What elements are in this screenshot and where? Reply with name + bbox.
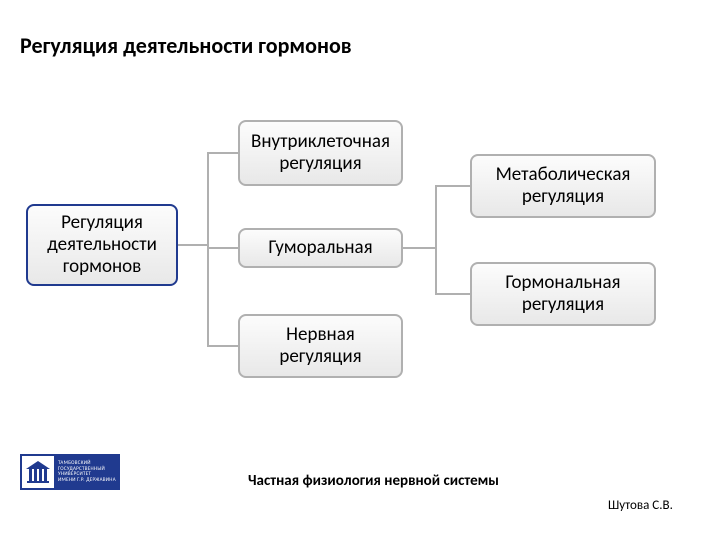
node-leaf2: Гормональная регуляция <box>470 262 656 326</box>
university-logo: ТАМБОВСКИЙГОСУДАРСТВЕННЫЙУНИВЕРСИТЕТИМЕН… <box>20 454 120 490</box>
node-mid3: Нервная регуляция <box>238 314 403 378</box>
building-icon <box>22 456 54 488</box>
footer-subtitle: Частная физиология нервной системы <box>248 472 499 490</box>
footer-author: Шутова С.В. <box>608 498 673 513</box>
node-root: Регуляция деятельности гормонов <box>26 204 178 286</box>
node-mid2: Гуморальная <box>238 228 403 268</box>
node-mid1: Внутриклеточная регуляция <box>238 120 403 186</box>
logo-text: ТАМБОВСКИЙГОСУДАРСТВЕННЫЙУНИВЕРСИТЕТИМЕН… <box>54 461 120 483</box>
page-title: Регуляция деятельности гормонов <box>20 32 352 59</box>
node-leaf1: Метаболическая регуляция <box>470 154 656 218</box>
